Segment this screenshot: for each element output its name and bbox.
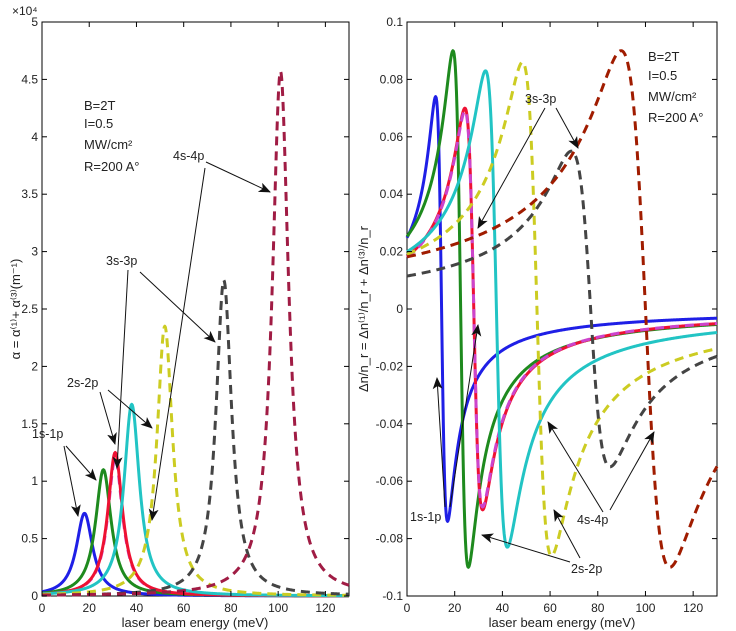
right-arrow-4s-4p-b xyxy=(609,431,655,511)
right-arrow-1s-1p-b xyxy=(449,324,482,508)
left-arrow-2s-2p-a xyxy=(99,391,117,445)
left-annotations: 1s-1p 2s-2p 3s-3p 4s-4p xyxy=(32,149,271,521)
left-y-tick-label: 2 xyxy=(31,359,38,373)
right-series-0-1s-1p xyxy=(405,95,718,523)
left-x-tick-label: 20 xyxy=(83,601,97,615)
left-y-tick-label: 4.5 xyxy=(21,72,38,86)
left-info-line-4: R=200 A° xyxy=(84,159,139,174)
left-arrow-1s-1p-a xyxy=(63,445,81,517)
right-y-tick-label: -0.08 xyxy=(376,532,404,546)
right-plot-area xyxy=(406,21,718,597)
left-plot-area xyxy=(41,21,350,597)
left-arrow-3s-3p-b xyxy=(139,271,216,343)
right-x-tick-label: 100 xyxy=(635,601,655,615)
left-x-tick-label: 0 xyxy=(39,601,46,615)
right-ann-4s-4p: 4s-4p xyxy=(577,513,608,527)
right-series-group xyxy=(405,49,719,569)
right-x-tick-label: 60 xyxy=(543,601,557,615)
right-x-tick-label: 20 xyxy=(448,601,462,615)
left-y-tick-label: 0.5 xyxy=(21,532,38,546)
right-y-tick-label: 0.04 xyxy=(380,187,404,201)
right-arrow-4s-4p-a xyxy=(547,421,604,513)
right-info-line-4: R=200 A° xyxy=(648,110,703,125)
left-chart: 0 20 40 60 80 100 120 0 0.5 1 1.5 2 2.5 3 3.5 4 4.5 5 ×10… xyxy=(8,4,350,630)
left-arrow-4s-4p-a xyxy=(148,167,206,521)
left-arrow-1s-1p-b xyxy=(65,445,97,481)
left-y-axis-label: α = α⁽¹⁾+ α⁽³⁾(m⁻¹) xyxy=(8,259,23,360)
right-x-axis-label: laser beam energy (meV) xyxy=(489,615,636,630)
left-info-box: B=2T I=0.5 MW/cm² R=200 A° xyxy=(84,98,139,174)
left-y-tick-label: 5 xyxy=(31,15,38,29)
left-y-tick-label: 3.5 xyxy=(21,187,38,201)
right-y-tick-label: -0.1 xyxy=(382,589,403,603)
left-ticks: 0 20 40 60 80 100 120 0 0.5 1 1.5 2 2.5 3 3.5 4 4.5 5 xyxy=(21,15,349,615)
right-x-tick-label: 80 xyxy=(591,601,605,615)
right-series-4-3s-3p xyxy=(406,69,718,549)
right-y-tick-label: -0.02 xyxy=(376,359,404,373)
left-x-tick-label: 40 xyxy=(130,601,144,615)
left-y-tick-label: 0 xyxy=(31,589,38,603)
left-arrow-3s-3p-a xyxy=(112,269,129,469)
left-y-multiplier: ×10⁴ xyxy=(12,4,38,18)
right-x-tick-label: 40 xyxy=(496,601,510,615)
right-arrow-2s-2p-a xyxy=(481,533,571,563)
right-info-line-3: MW/cm² xyxy=(648,89,697,104)
right-series-5-3s-3p xyxy=(406,60,718,558)
right-y-tick-label: 0.08 xyxy=(380,72,404,86)
left-x-axis-label: laser beam energy (meV) xyxy=(122,615,269,630)
right-ann-2s-2p: 2s-2p xyxy=(571,562,602,576)
left-ann-1s-1p: 1s-1p xyxy=(32,427,63,441)
right-arrow-3s-3p-b xyxy=(555,107,579,149)
right-info-box: B=2T I=0.5 MW/cm² R=200 A° xyxy=(648,49,703,125)
right-ticks: 0 20 40 60 80 100 120 -0.1 -0.08 -0.06 -0.04 -0.02 0… xyxy=(376,15,717,615)
right-arrow-2s-2p-b xyxy=(553,509,581,559)
left-series-group xyxy=(41,69,350,598)
right-annotations: 1s-1p 2s-2p 3s-3p 4s-4p xyxy=(410,92,655,576)
right-series-7-4s-4p xyxy=(406,49,719,569)
right-info-line-2: I=0.5 xyxy=(648,68,677,83)
left-x-tick-label: 80 xyxy=(224,601,238,615)
left-x-tick-label: 60 xyxy=(177,601,191,615)
right-series-6-4s-4p xyxy=(406,149,718,469)
right-chart: 0 20 40 60 80 100 120 -0.1 -0.08 -0.06 -0.04 -0.02 0… xyxy=(356,15,719,630)
right-y-tick-label: 0.02 xyxy=(380,245,404,259)
left-arrow-4s-4p-b xyxy=(205,161,271,193)
right-ann-1s-1p: 1s-1p xyxy=(410,510,441,524)
left-y-tick-label: 2.5 xyxy=(21,302,38,316)
left-y-tick-label: 3 xyxy=(31,245,38,259)
right-series-3-2s-2p xyxy=(406,109,718,509)
right-y-tick-label: -0.06 xyxy=(376,474,404,488)
right-arrow-1s-1p-a xyxy=(432,377,446,508)
right-x-tick-label: 120 xyxy=(683,601,703,615)
right-y-tick-label: 0.1 xyxy=(386,15,403,29)
left-arrow-2s-2p-b xyxy=(107,389,153,429)
left-ann-4s-4p: 4s-4p xyxy=(173,149,204,163)
left-y-tick-label: 1 xyxy=(31,474,38,488)
right-y-tick-label: 0.06 xyxy=(380,130,404,144)
left-x-tick-label: 120 xyxy=(315,601,335,615)
left-series-7-4s-4p xyxy=(41,69,350,597)
left-ann-2s-2p: 2s-2p xyxy=(67,376,98,390)
right-arrow-3s-3p-a xyxy=(477,107,546,229)
right-x-tick-label: 0 xyxy=(404,601,411,615)
left-y-tick-label: 4 xyxy=(31,130,38,144)
right-y-tick-label: -0.04 xyxy=(376,417,404,431)
left-ann-3s-3p: 3s-3p xyxy=(106,254,137,268)
right-ann-3s-3p: 3s-3p xyxy=(525,92,556,106)
left-info-line-1: B=2T xyxy=(84,98,115,113)
right-y-tick-label: 0 xyxy=(396,302,403,316)
right-y-axis-label: Δn/n_r = Δn⁽¹⁾/n_r + Δn⁽³⁾/n_r xyxy=(356,225,371,392)
left-x-tick-label: 100 xyxy=(268,601,288,615)
left-y-tick-label: 1.5 xyxy=(21,417,38,431)
left-series-5-3s-3p xyxy=(41,324,350,597)
left-info-line-2: I=0.5 xyxy=(84,116,113,131)
left-info-line-3: MW/cm² xyxy=(84,137,133,152)
right-info-line-1: B=2T xyxy=(648,49,679,64)
